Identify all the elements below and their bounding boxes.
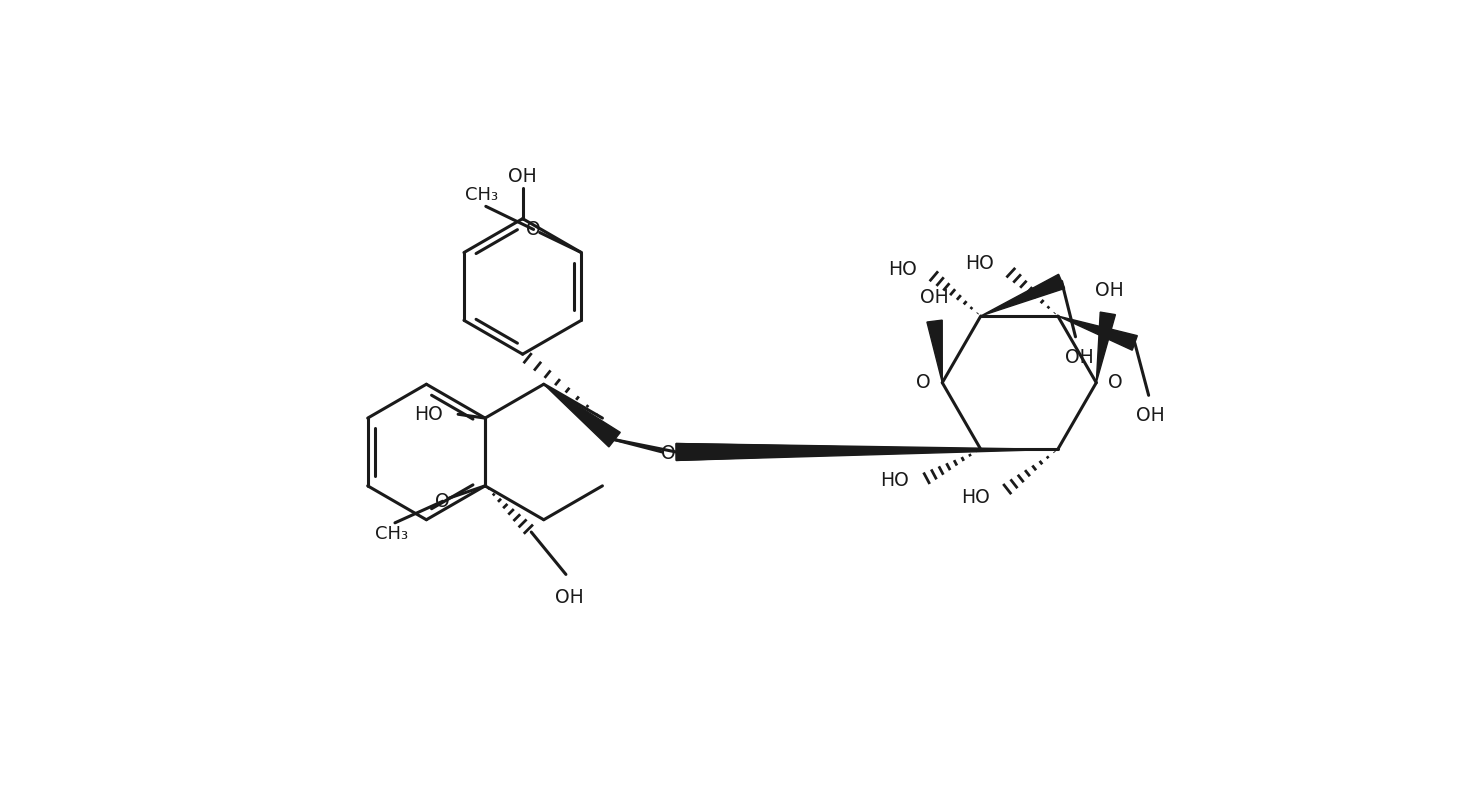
Polygon shape — [676, 444, 980, 460]
Text: O: O — [916, 373, 930, 392]
Text: O: O — [527, 220, 540, 239]
Polygon shape — [543, 384, 620, 447]
Text: OH: OH — [920, 288, 949, 307]
Text: O: O — [1108, 373, 1123, 392]
Text: OH: OH — [1095, 281, 1123, 299]
Polygon shape — [980, 274, 1064, 316]
Polygon shape — [1058, 316, 1138, 350]
Text: O: O — [436, 492, 450, 511]
Text: HO: HO — [966, 254, 994, 273]
Polygon shape — [1097, 312, 1116, 383]
Text: OH: OH — [508, 167, 537, 186]
Text: O: O — [661, 444, 676, 463]
Text: HO: HO — [880, 471, 910, 490]
Text: CH₃: CH₃ — [374, 525, 408, 544]
Polygon shape — [676, 444, 1058, 460]
Text: OH: OH — [1064, 348, 1094, 367]
Text: OH: OH — [555, 589, 584, 607]
Text: HO: HO — [888, 261, 917, 279]
Text: HO: HO — [414, 405, 443, 423]
Text: HO: HO — [961, 488, 991, 508]
Text: CH₃: CH₃ — [465, 186, 499, 204]
Text: OH: OH — [1136, 406, 1164, 425]
Polygon shape — [927, 320, 942, 383]
